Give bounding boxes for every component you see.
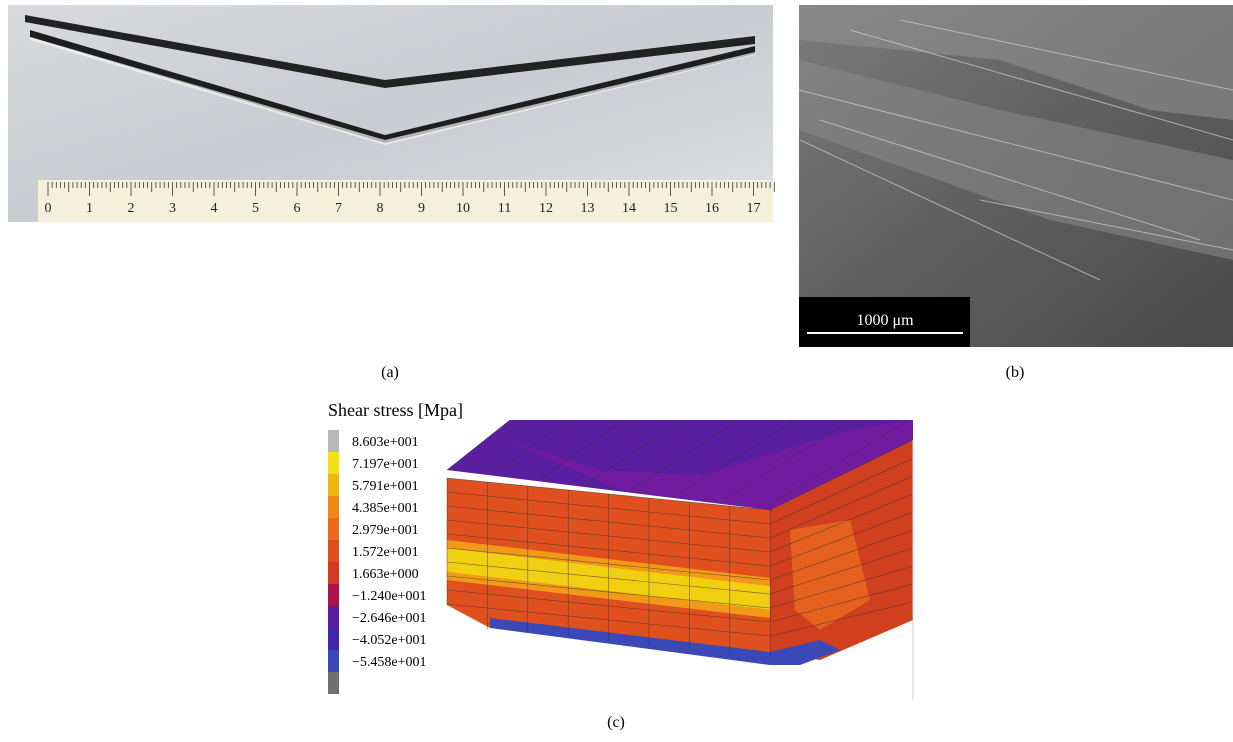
ruler-number: 11 <box>498 201 511 216</box>
legend-swatch <box>328 540 339 562</box>
ruler-number: 4 <box>211 201 218 216</box>
legend-swatch <box>328 496 339 518</box>
legend-label: 5.791e+001 <box>352 479 419 494</box>
panel-label: (b) <box>1006 364 1025 381</box>
legend-label: −4.052e+001 <box>352 633 427 648</box>
panel-label: (c) <box>607 714 625 731</box>
legend: 8.603e+001 7.197e+001 5.791e+001 4.385e+001… <box>328 430 427 694</box>
legend-label: −5.458e+001 <box>352 655 427 670</box>
ruler-number: 6 <box>294 201 301 216</box>
fe-model <box>447 420 913 700</box>
ruler-number: 8 <box>377 201 384 216</box>
legend-swatch <box>328 518 339 540</box>
legend-swatch <box>328 672 339 694</box>
legend-swatch <box>328 628 339 650</box>
ruler-number: 3 <box>169 201 176 216</box>
legend-label: −2.646e+001 <box>352 611 427 626</box>
legend-title: Shear stress [Mpa] <box>328 400 463 420</box>
ruler-number: 14 <box>622 201 636 216</box>
sem-image: 1000 μm <box>799 5 1233 347</box>
panel-label: (a) <box>381 364 399 381</box>
legend-label: 7.197e+001 <box>352 457 419 472</box>
legend-label: 1.663e+000 <box>352 567 419 582</box>
legend-swatch <box>328 474 339 496</box>
legend-swatch <box>328 584 339 606</box>
ruler-number: 17 <box>747 201 761 216</box>
ruler-number: 16 <box>705 201 719 216</box>
figure: 01234567891011121314151617 1000 μm (a) (… <box>0 0 1233 737</box>
photo-a <box>8 5 773 222</box>
ruler-number: 15 <box>664 201 678 216</box>
ruler-number: 1 <box>86 201 93 216</box>
legend-swatch <box>328 452 339 474</box>
legend-swatch <box>328 562 339 584</box>
ruler-number: 0 <box>45 201 52 216</box>
legend-label: 4.385e+001 <box>352 501 419 516</box>
ruler-number: 12 <box>539 201 553 216</box>
scale-bar-label: 1000 μm <box>856 312 914 329</box>
legend-label: −1.240e+001 <box>352 589 427 604</box>
legend-label: 8.603e+001 <box>352 435 419 450</box>
legend-swatch <box>328 650 339 672</box>
legend-swatch <box>328 606 339 628</box>
legend-label: 1.572e+001 <box>352 545 419 560</box>
ruler-number: 7 <box>335 201 342 216</box>
ruler-number: 5 <box>252 201 259 216</box>
ruler-number: 10 <box>456 201 470 216</box>
ruler-number: 2 <box>128 201 135 216</box>
legend-label: 2.979e+001 <box>352 523 419 538</box>
ruler-number: 13 <box>581 201 595 216</box>
legend-swatch <box>328 430 339 452</box>
ruler-number: 9 <box>418 201 425 216</box>
